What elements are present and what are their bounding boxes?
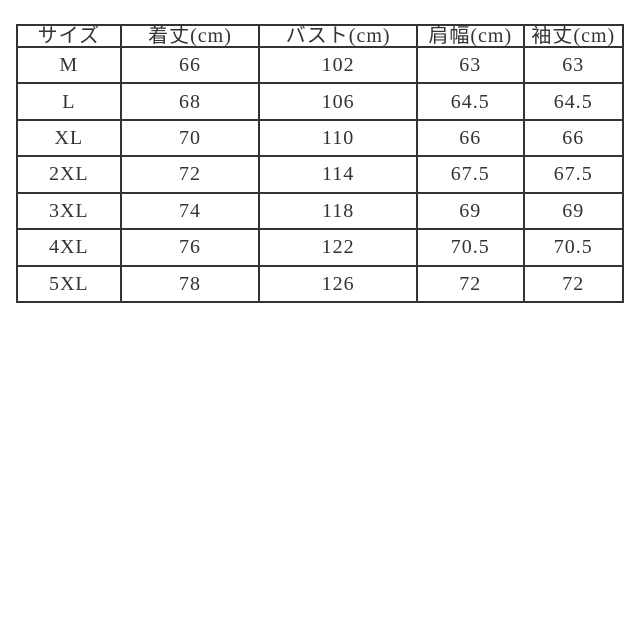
measurement-cell: 63: [415, 45, 525, 85]
column-header: 肩幅(cm): [415, 24, 525, 48]
size-table: サイズ 着丈(cm) バスト(cm) 肩幅(cm) 袖丈(cm) M 66 102 63 63 L…: [16, 24, 625, 304]
table-row: 2XL 72 114 67.5 67.5: [16, 155, 625, 194]
measurement-cell: 126: [258, 264, 418, 304]
measurement-cell: 78: [119, 264, 261, 304]
table-row: 5XL 78 126 72 72: [16, 264, 625, 304]
size-cell: 2XL: [16, 155, 122, 194]
size-cell: 3XL: [16, 191, 122, 231]
measurement-cell: 114: [258, 155, 418, 194]
column-header: バスト(cm): [258, 24, 418, 48]
measurement-cell: 106: [258, 82, 418, 121]
table-row: L 68 106 64.5 64.5: [16, 82, 625, 121]
size-table-body: M 66 102 63 63 L 68 106 64.5 64.5 XL 70 110 66 66 2XL 72…: [16, 45, 625, 304]
size-cell: XL: [16, 118, 122, 158]
size-chart: サイズ 着丈(cm) バスト(cm) 肩幅(cm) 袖丈(cm) M 66 102 63 63 L…: [16, 24, 625, 304]
table-row: 3XL 74 118 69 69: [16, 191, 625, 231]
measurement-cell: 72: [415, 264, 525, 304]
measurement-cell: 70.5: [415, 228, 525, 267]
measurement-cell: 69: [415, 191, 525, 231]
measurement-cell: 69: [522, 191, 625, 231]
measurement-cell: 72: [522, 264, 625, 304]
column-header: 着丈(cm): [119, 24, 261, 48]
table-row: XL 70 110 66 66: [16, 118, 625, 158]
measurement-cell: 76: [119, 228, 261, 267]
measurement-cell: 67.5: [415, 155, 525, 194]
measurement-cell: 68: [119, 82, 261, 121]
measurement-cell: 122: [258, 228, 418, 267]
measurement-cell: 70: [119, 118, 261, 158]
measurement-cell: 118: [258, 191, 418, 231]
measurement-cell: 67.5: [522, 155, 625, 194]
measurement-cell: 64.5: [522, 82, 625, 121]
measurement-cell: 64.5: [415, 82, 525, 121]
column-header: 袖丈(cm): [522, 24, 625, 48]
column-header: サイズ: [16, 24, 122, 48]
size-cell: 4XL: [16, 228, 122, 267]
measurement-cell: 72: [119, 155, 261, 194]
size-cell: M: [16, 45, 122, 85]
measurement-cell: 102: [258, 45, 418, 85]
measurement-cell: 63: [522, 45, 625, 85]
measurement-cell: 110: [258, 118, 418, 158]
measurement-cell: 74: [119, 191, 261, 231]
measurement-cell: 66: [119, 45, 261, 85]
table-row: 4XL 76 122 70.5 70.5: [16, 228, 625, 267]
header-row: サイズ 着丈(cm) バスト(cm) 肩幅(cm) 袖丈(cm): [16, 24, 625, 48]
size-cell: 5XL: [16, 264, 122, 304]
measurement-cell: 66: [522, 118, 625, 158]
measurement-cell: 70.5: [522, 228, 625, 267]
measurement-cell: 66: [415, 118, 525, 158]
size-cell: L: [16, 82, 122, 121]
table-row: M 66 102 63 63: [16, 45, 625, 85]
